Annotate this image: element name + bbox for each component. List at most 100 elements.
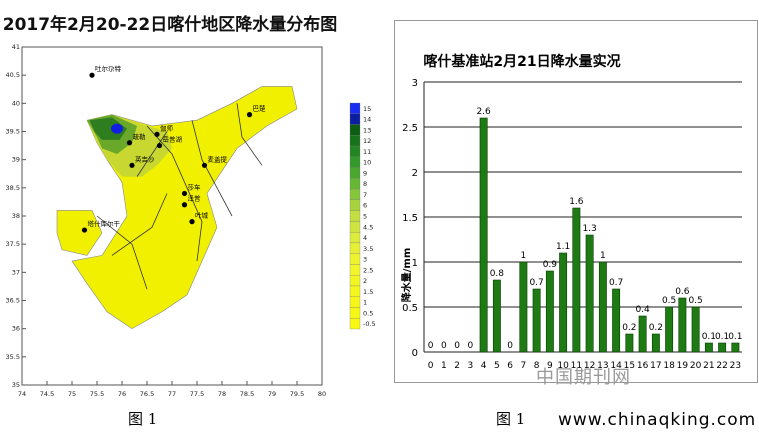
legend-label: 6 xyxy=(363,202,367,210)
station-label: 英吉沙 xyxy=(135,154,155,163)
x-tick-label: 75 xyxy=(68,390,76,398)
legend-swatch xyxy=(349,318,361,330)
bar xyxy=(678,297,687,353)
y-tick-label: 41 xyxy=(12,43,20,51)
legend-label: 8 xyxy=(363,180,367,188)
bar xyxy=(691,306,700,353)
region-taxkorgan xyxy=(56,210,103,256)
x-tick-label: 4 xyxy=(481,361,487,371)
station-marker xyxy=(81,227,88,233)
data-label: 0 xyxy=(428,341,434,351)
data-label: 0.1 xyxy=(728,332,742,342)
data-label: 1.6 xyxy=(569,197,584,207)
contour-line xyxy=(111,193,168,256)
bar xyxy=(651,333,660,353)
station-label: 叶城 xyxy=(195,211,209,220)
bar xyxy=(585,234,594,353)
x-tick-label: 17 xyxy=(650,361,661,371)
legend-label: 9 xyxy=(363,169,367,177)
data-label: 0.6 xyxy=(675,287,690,297)
x-tick-label: 6 xyxy=(507,361,513,371)
figure-caption-right: 图 1 xyxy=(496,410,526,428)
data-label: 0 xyxy=(454,341,460,351)
x-tick-label: 0 xyxy=(428,361,434,371)
x-tick-label: 77.5 xyxy=(190,390,204,398)
legend-label: 1 xyxy=(363,299,367,307)
legend-swatch xyxy=(349,285,361,297)
region-peak xyxy=(111,123,123,134)
station-marker xyxy=(181,202,188,208)
bar xyxy=(731,342,740,353)
y-tick-label: 38 xyxy=(12,212,20,220)
legend-swatch xyxy=(349,102,361,114)
y-tick-label: 38.5 xyxy=(6,184,20,192)
x-tick-label: 18 xyxy=(663,361,675,371)
x-tick-label: 12 xyxy=(584,361,595,371)
station-label: 巴楚 xyxy=(253,104,267,113)
data-label: 1.3 xyxy=(582,224,596,234)
x-tick-label: 10 xyxy=(557,361,569,371)
x-tick-label: 76.5 xyxy=(140,390,154,398)
x-tick-label: 77 xyxy=(168,390,176,398)
x-tick-label: 76 xyxy=(118,390,126,398)
y-tick-label: 39.5 xyxy=(6,128,20,136)
data-label: 0.7 xyxy=(609,278,623,288)
legend-swatch xyxy=(349,113,361,125)
legend-label: 4.5 xyxy=(363,223,373,231)
y-tick-label: 2.5 xyxy=(402,123,418,134)
x-tick-label: 79 xyxy=(268,390,276,398)
bar xyxy=(612,288,621,353)
data-label: 0 xyxy=(441,341,447,351)
x-tick-label: 21 xyxy=(703,361,714,371)
station-marker xyxy=(126,140,133,146)
data-label: 0.2 xyxy=(622,323,636,333)
data-label: 1 xyxy=(600,251,606,261)
x-tick-label: 5 xyxy=(494,361,500,371)
x-tick-label: 78.5 xyxy=(240,390,254,398)
y-tick-label: 36 xyxy=(12,325,20,333)
x-tick-label: 74 xyxy=(18,390,26,398)
y-tick-label: 36.5 xyxy=(6,297,20,305)
y-tick-label: 1 xyxy=(412,258,418,269)
x-tick-label: 20 xyxy=(690,361,702,371)
bar xyxy=(665,306,674,353)
bar xyxy=(532,288,541,353)
legend-swatch xyxy=(349,221,361,233)
x-tick-label: 75.5 xyxy=(90,390,104,398)
bar xyxy=(572,207,581,353)
station-label: 麦盖提 xyxy=(208,154,228,163)
legend-swatch xyxy=(349,264,361,276)
contour-line xyxy=(191,120,233,217)
legend-label: 1.5 xyxy=(363,288,373,296)
station-label: 吐尔尕特 xyxy=(95,64,122,73)
x-tick-label: 15 xyxy=(624,361,635,371)
y-tick-label: 39 xyxy=(12,156,20,164)
x-tick-label: 79.5 xyxy=(290,390,304,398)
station-marker xyxy=(201,162,208,168)
y-tick-label: 3 xyxy=(412,78,418,89)
legend-swatch xyxy=(349,307,361,319)
station-label: 疏勒 xyxy=(133,132,147,141)
station-label: 岳普湖 xyxy=(163,135,183,144)
legend-label: 11 xyxy=(363,148,371,156)
data-label: 0 xyxy=(468,341,474,351)
y-tick-label: 35.5 xyxy=(6,353,20,361)
data-label: 0.4 xyxy=(635,305,650,315)
legend-swatch xyxy=(349,135,361,147)
map-title: 2017年2月20-22日喀什地区降水量分布图 xyxy=(3,14,338,35)
bar xyxy=(519,261,528,353)
station-marker xyxy=(189,219,195,225)
legend-label: 3 xyxy=(363,256,367,264)
bar xyxy=(718,342,727,353)
x-tick-label: 22 xyxy=(716,361,727,371)
chart-title: 喀什基准站2月21日降水量实况 xyxy=(423,53,620,70)
y-tick-label: 1.5 xyxy=(402,213,418,224)
bar xyxy=(479,117,488,353)
legend-label: 2.5 xyxy=(363,266,373,274)
x-tick-label: 2 xyxy=(454,361,460,371)
x-tick-label: 1 xyxy=(441,361,447,371)
x-tick-label: 13 xyxy=(597,361,608,371)
legend-swatch xyxy=(349,296,361,308)
legend-swatch xyxy=(349,231,361,244)
